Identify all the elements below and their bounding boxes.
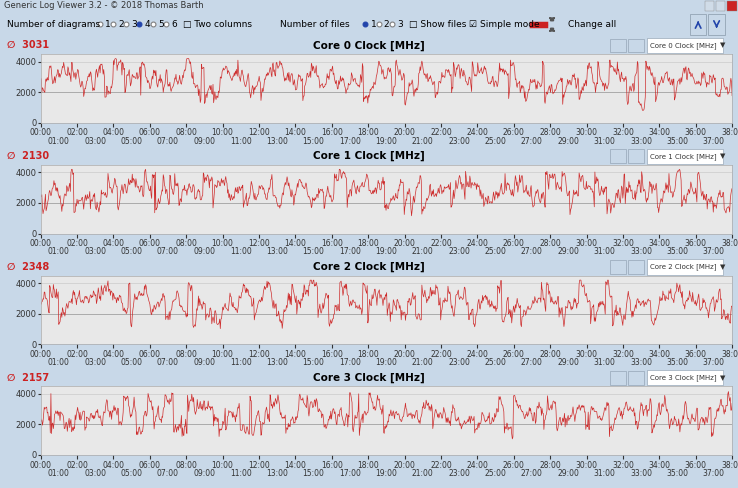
Text: Core 0 Clock [MHz]: Core 0 Clock [MHz] xyxy=(650,42,717,49)
Text: Generic Log Viewer 3.2 - © 2018 Thomas Barth: Generic Log Viewer 3.2 - © 2018 Thomas B… xyxy=(4,1,203,11)
Bar xyxy=(610,371,626,385)
Bar xyxy=(628,371,644,385)
Text: Core 3 Clock [MHz]: Core 3 Clock [MHz] xyxy=(650,374,717,381)
Text: ☑ Simple mode: ☑ Simple mode xyxy=(469,20,539,29)
Text: Core 1 Clock [MHz]: Core 1 Clock [MHz] xyxy=(313,151,425,162)
Text: Core 2 Clock [MHz]: Core 2 Clock [MHz] xyxy=(313,262,425,272)
Bar xyxy=(690,15,706,35)
Bar xyxy=(646,149,723,164)
Text: Number of files: Number of files xyxy=(280,20,350,29)
Text: 2: 2 xyxy=(384,20,390,29)
Text: Core 3 Clock [MHz]: Core 3 Clock [MHz] xyxy=(313,373,425,383)
Text: ▼: ▼ xyxy=(720,153,725,159)
Text: ▼: ▼ xyxy=(720,375,725,381)
FancyArrow shape xyxy=(549,18,555,21)
Text: Core 1 Clock [MHz]: Core 1 Clock [MHz] xyxy=(650,153,717,160)
Text: 1: 1 xyxy=(105,20,111,29)
Text: □ Show files: □ Show files xyxy=(409,20,466,29)
Text: 2: 2 xyxy=(118,20,124,29)
FancyArrow shape xyxy=(549,28,555,31)
Bar xyxy=(610,260,626,274)
Text: 5: 5 xyxy=(158,20,164,29)
Bar xyxy=(646,259,723,275)
Text: 1: 1 xyxy=(370,20,376,29)
Text: 3: 3 xyxy=(397,20,403,29)
Bar xyxy=(628,149,644,163)
Text: □ Two columns: □ Two columns xyxy=(183,20,252,29)
Bar xyxy=(628,260,644,274)
Text: ▼: ▼ xyxy=(720,264,725,270)
Bar xyxy=(708,15,725,35)
Text: 4: 4 xyxy=(145,20,151,29)
Text: ▼: ▼ xyxy=(720,42,725,48)
Text: 6: 6 xyxy=(171,20,177,29)
Bar xyxy=(646,370,723,386)
Text: 3: 3 xyxy=(131,20,137,29)
Text: Core 0 Clock [MHz]: Core 0 Clock [MHz] xyxy=(313,41,425,51)
Text: Number of diagrams: Number of diagrams xyxy=(7,20,100,29)
Text: ∅  2348: ∅ 2348 xyxy=(7,262,49,272)
Text: Change all: Change all xyxy=(568,20,616,29)
Text: ∅  3031: ∅ 3031 xyxy=(7,41,49,50)
Bar xyxy=(610,39,626,52)
Text: Core 2 Clock [MHz]: Core 2 Clock [MHz] xyxy=(650,264,717,270)
Bar xyxy=(646,38,723,53)
Text: ∅  2157: ∅ 2157 xyxy=(7,373,49,383)
Bar xyxy=(716,1,725,11)
Bar xyxy=(727,1,737,11)
Bar xyxy=(610,149,626,163)
Bar xyxy=(628,39,644,52)
Text: ∅  2130: ∅ 2130 xyxy=(7,151,49,161)
Bar xyxy=(705,1,714,11)
